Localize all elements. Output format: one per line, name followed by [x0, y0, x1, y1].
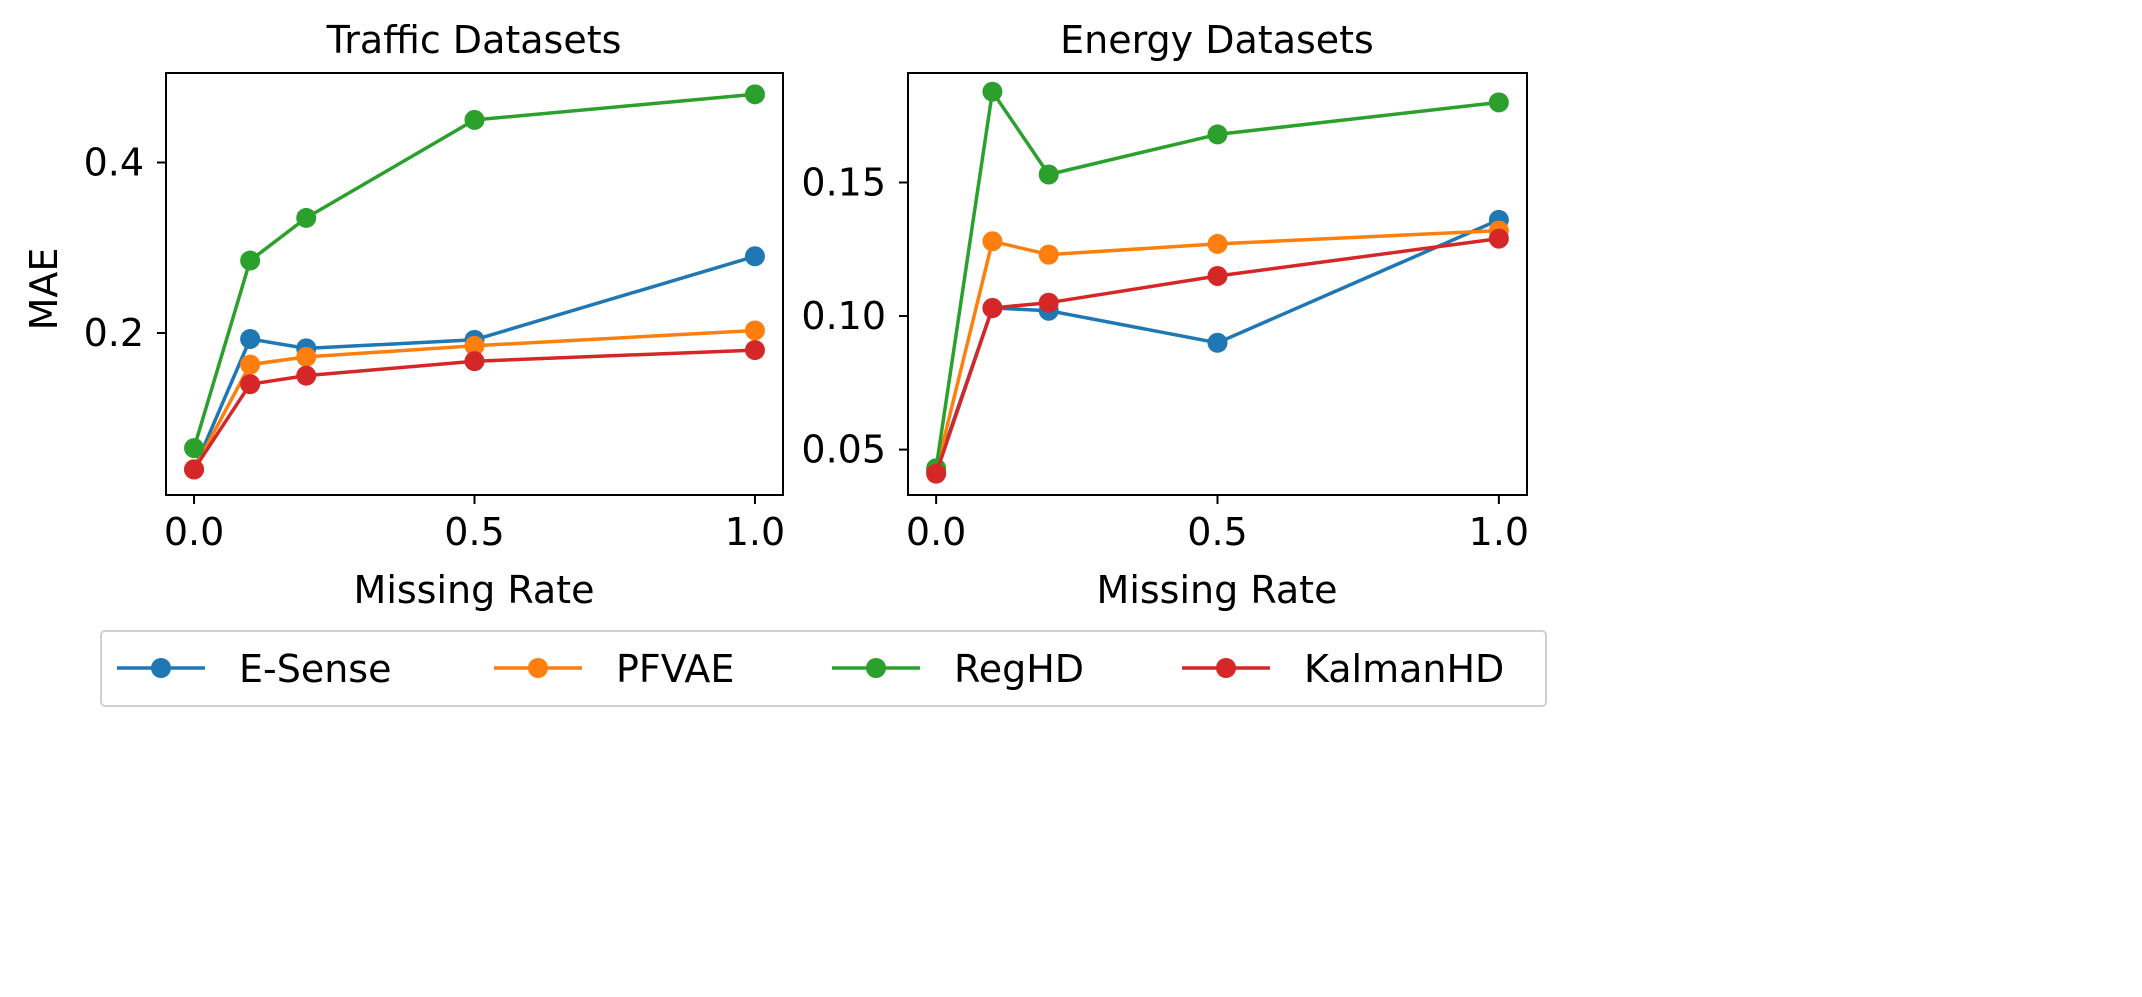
legend-marker-pfvae	[528, 658, 548, 678]
energy-plot-frame	[907, 72, 1528, 496]
energy-chart: Energy Datasets Missing Rate 0.0 0.5 1.00.…	[801, 18, 1529, 612]
energy-point-reghd	[1488, 92, 1509, 113]
traffic-plot-frame	[165, 72, 784, 496]
legend-label-pfvae: PFVAE	[616, 647, 734, 691]
energy-point-kalmanhd	[926, 463, 947, 484]
traffic-point-kalmanhd	[744, 340, 765, 361]
energy-point-reghd	[1038, 164, 1059, 185]
traffic-x-axis-label: Missing Rate	[354, 568, 595, 612]
energy-ticks: 0.0 0.5 1.0 0.05 0.10 0.15	[801, 161, 1529, 554]
energy-y-tick-label: 0.05	[801, 428, 886, 472]
traffic-point-e-sense	[744, 246, 765, 267]
legend-label-reghd: RegHD	[954, 647, 1084, 691]
energy-point-kalmanhd	[982, 298, 1003, 319]
figure: Traffic Datasets MAE Missing Rate 0.0 0.5…	[22, 18, 1547, 707]
traffic-y-axis-label: MAE	[22, 248, 66, 331]
legend-label-e-sense: E-Sense	[239, 647, 391, 691]
traffic-point-reghd	[184, 438, 205, 459]
traffic-point-pfvae	[464, 335, 485, 356]
legend-entries: E-Sense PFVAE RegHD KalmanHD	[117, 647, 1504, 691]
energy-point-e-sense	[1207, 332, 1228, 353]
legend-label-kalmanhd: KalmanHD	[1304, 647, 1504, 691]
energy-point-kalmanhd	[1038, 292, 1059, 313]
legend: E-Sense PFVAE RegHD KalmanHD	[100, 630, 1547, 707]
traffic-point-pfvae	[240, 354, 261, 375]
traffic-y-tick-label: 0.2	[84, 311, 144, 355]
traffic-series-line-reghd	[192, 92, 756, 449]
energy-point-pfvae	[1207, 233, 1228, 254]
traffic-point-kalmanhd	[240, 374, 261, 395]
energy-y-tick-label: 0.10	[801, 294, 886, 338]
energy-point-pfvae	[982, 231, 1003, 252]
energy-point-kalmanhd	[1207, 265, 1228, 286]
energy-series	[926, 81, 1509, 484]
traffic-point-kalmanhd	[296, 365, 317, 386]
traffic-point-pfvae	[744, 320, 765, 341]
traffic-point-reghd	[744, 84, 765, 105]
traffic-ticks: 0.0 0.5 1.0 0.2 0.4	[84, 141, 786, 554]
traffic-point-pfvae	[296, 346, 317, 367]
legend-marker-kalmanhd	[1216, 658, 1236, 678]
energy-x-tick-label: 1.0	[1469, 510, 1529, 554]
legend-marker-e-sense	[151, 658, 171, 678]
traffic-point-reghd	[296, 207, 317, 228]
energy-point-reghd	[982, 81, 1003, 102]
traffic-point-reghd	[464, 109, 485, 130]
traffic-series	[184, 84, 765, 480]
traffic-point-reghd	[240, 250, 261, 271]
traffic-chart-title: Traffic Datasets	[326, 18, 622, 62]
traffic-point-kalmanhd	[184, 459, 205, 480]
traffic-x-tick-label: 0.0	[164, 510, 224, 554]
energy-x-axis-label: Missing Rate	[1097, 568, 1338, 612]
traffic-point-kalmanhd	[464, 351, 485, 372]
traffic-point-e-sense	[240, 328, 261, 349]
energy-x-tick-label: 0.5	[1187, 510, 1247, 554]
energy-chart-title: Energy Datasets	[1060, 18, 1374, 62]
energy-x-tick-label: 0.0	[906, 510, 966, 554]
legend-marker-reghd	[866, 658, 886, 678]
energy-point-pfvae	[1038, 244, 1059, 265]
traffic-chart: Traffic Datasets MAE Missing Rate 0.0 0.5…	[22, 18, 785, 612]
energy-y-tick-label: 0.15	[801, 161, 886, 205]
energy-point-reghd	[1207, 124, 1228, 145]
energy-point-kalmanhd	[1488, 228, 1509, 249]
traffic-x-tick-label: 1.0	[725, 510, 785, 554]
traffic-x-tick-label: 0.5	[444, 510, 504, 554]
legend-frame	[100, 630, 1547, 707]
traffic-y-tick-label: 0.4	[84, 141, 144, 185]
